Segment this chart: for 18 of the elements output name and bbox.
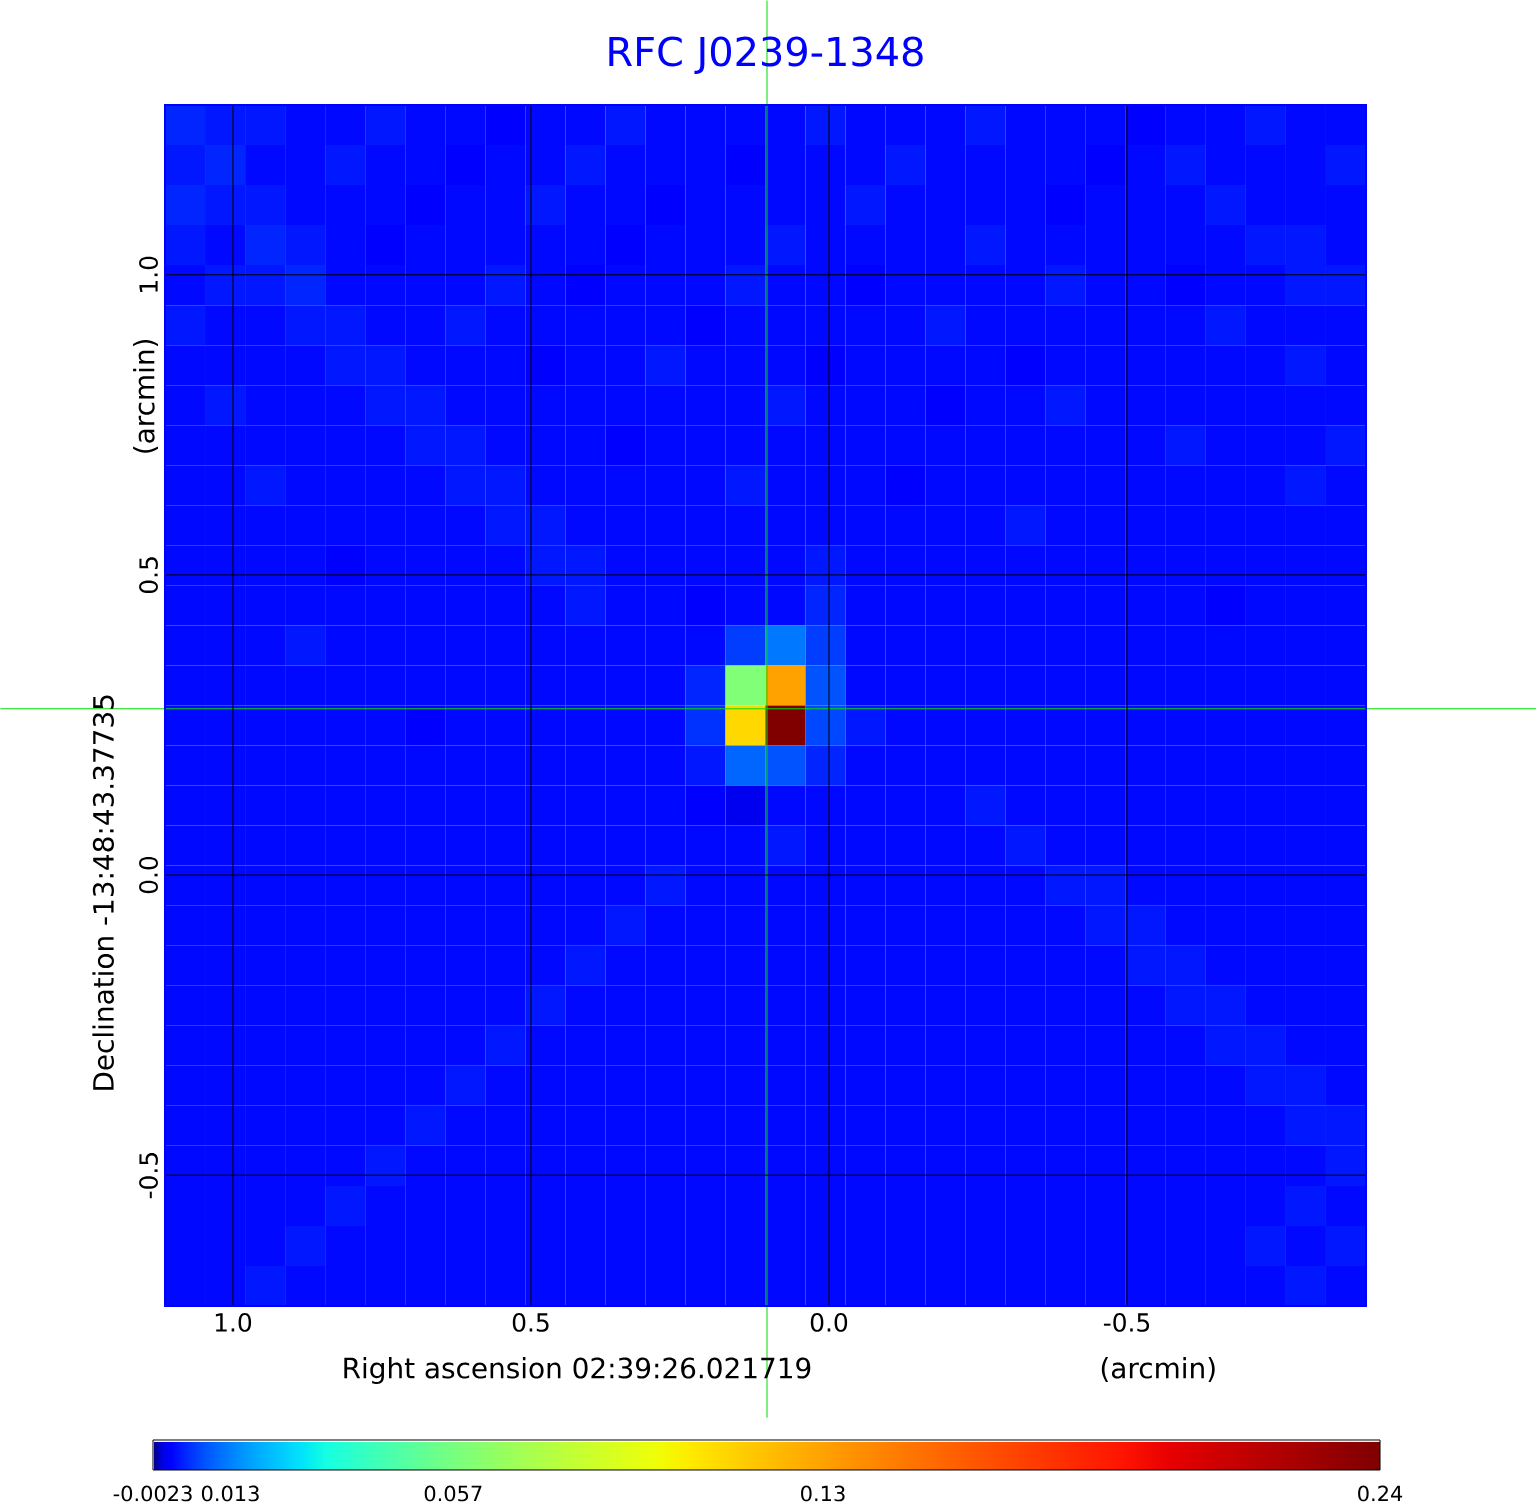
y-tick-label: 0.0 (139, 856, 158, 894)
color-bar-label: 0.24 (1358, 1485, 1403, 1502)
x-tick-label: 0.0 (810, 1313, 848, 1332)
x-tick-label: -0.5 (1103, 1313, 1150, 1332)
color-bar-label: -0.0023 (113, 1485, 192, 1502)
y-tick-label: -0.5 (139, 1153, 158, 1199)
color-bar-label: 0.13 (801, 1485, 845, 1502)
x-tick-label: 0.5 (512, 1313, 549, 1332)
text: (arcmin) (133, 339, 158, 453)
x-tick-label: 1.0 (215, 1313, 252, 1332)
chart-title: RFC J0239-1348 (609, 36, 923, 74)
y-axis-title: Declination -13:48:43.37735 (92, 695, 114, 1090)
color-bar-label: 0.057 (424, 1485, 482, 1502)
text: (arcmin) (1101, 1357, 1215, 1382)
color-bar-label: 0.013 (201, 1485, 259, 1502)
y-tick-label: 1.0 (139, 256, 158, 292)
y-tick-label: 0.5 (139, 557, 158, 594)
x-axis-title: Right ascension 02:39:26.021719 (344, 1357, 811, 1385)
